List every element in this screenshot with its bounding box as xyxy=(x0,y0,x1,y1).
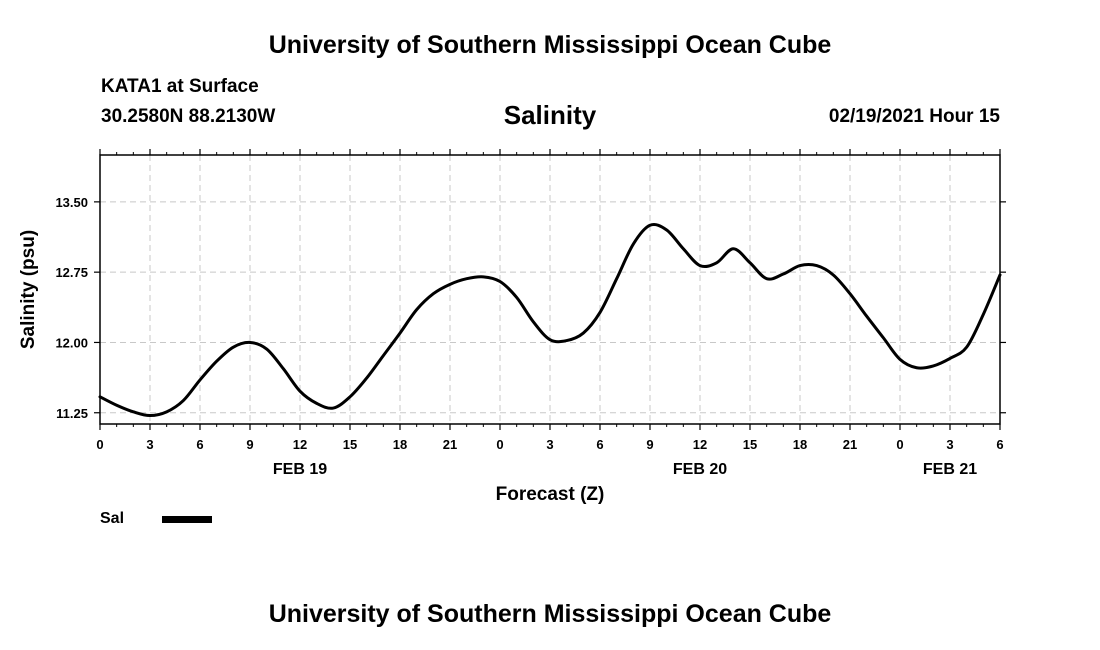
x-tick-label: 21 xyxy=(843,437,857,452)
x-tick-label: 0 xyxy=(896,437,903,452)
date-label: FEB 19 xyxy=(273,461,327,478)
y-tick-label: 12.00 xyxy=(55,335,88,350)
x-tick-label: 6 xyxy=(596,437,603,452)
x-tick-label: 3 xyxy=(146,437,153,452)
x-tick-label: 15 xyxy=(343,437,357,452)
x-tick-label: 12 xyxy=(293,437,307,452)
parameter-title: Salinity xyxy=(503,100,597,130)
legend-line-swatch xyxy=(162,516,212,523)
y-axis-title: Salinity (psu) xyxy=(18,230,39,349)
y-tick-label: 11.25 xyxy=(56,406,88,421)
x-tick-label: 6 xyxy=(196,437,203,452)
date-label: FEB 21 xyxy=(923,461,977,478)
x-axis-title: Forecast (Z) xyxy=(496,484,605,505)
coordinates-label: 30.2580N 88.2130W xyxy=(101,106,276,127)
station-label: KATA1 at Surface xyxy=(101,76,259,97)
footer-title: University of Southern Mississippi Ocean… xyxy=(268,600,832,628)
series-line-sal xyxy=(98,222,1002,418)
x-tick-label: 15 xyxy=(743,437,757,452)
x-tick-label: 18 xyxy=(793,437,807,452)
x-tick-label: 9 xyxy=(646,437,653,452)
legend-label: Sal xyxy=(100,510,125,527)
x-tick-label: 6 xyxy=(996,437,1003,452)
axis-ticks: 0 3 6 9 12 15 18 21 0 3 6 9 12 15 18 21 0 3 6 FEB 19 FEB 20 F… xyxy=(55,149,1006,478)
y-tick-label: 12.75 xyxy=(55,265,88,280)
x-tick-label: 9 xyxy=(246,437,253,452)
x-tick-label: 3 xyxy=(546,437,553,452)
x-tick-label: 3 xyxy=(946,437,953,452)
x-tick-label: 18 xyxy=(393,437,407,452)
x-tick-label: 0 xyxy=(496,437,503,452)
x-tick-label: 21 xyxy=(443,437,457,452)
x-tick-label: 12 xyxy=(693,437,707,452)
date-label: FEB 20 xyxy=(673,461,727,478)
chart-title: University of Southern Mississippi Ocean… xyxy=(268,31,832,59)
datetime-label: 02/19/2021 Hour 15 xyxy=(828,106,1000,127)
x-tick-label: 0 xyxy=(96,437,103,452)
series-layer xyxy=(98,222,1002,418)
grid-lines xyxy=(100,155,1000,424)
y-tick-label: 13.50 xyxy=(55,195,88,210)
